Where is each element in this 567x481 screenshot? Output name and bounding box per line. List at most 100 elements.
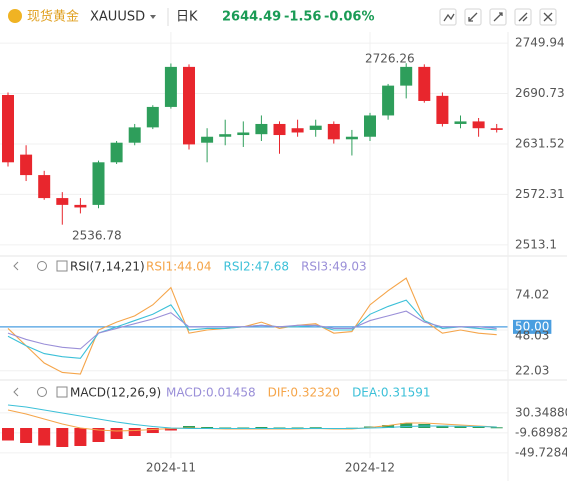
candle-body (291, 128, 304, 133)
y-tick-label: 50.00 (515, 319, 549, 333)
macd-bar (490, 427, 503, 429)
price: 2644.49 (222, 10, 281, 25)
candle-body (237, 132, 250, 136)
instrument-name[interactable]: 现货黄金 (27, 9, 79, 25)
legend-entry: DIF:0.32320 (268, 386, 340, 400)
x-tick-label: 2024-11 (146, 461, 196, 475)
tool-button[interactable] (514, 8, 532, 26)
y-tick-label: 2749.94 (515, 36, 565, 50)
legend-entry: DEA:0.31591 (352, 386, 431, 400)
candle-body (490, 128, 503, 130)
close-icon[interactable] (543, 12, 553, 22)
macd-bar (382, 425, 395, 428)
low-annotation: 2536.78 (72, 229, 122, 243)
macd-bar (201, 427, 214, 428)
y-tick-label: 2513.1 (515, 237, 557, 251)
settings-icon[interactable] (37, 387, 47, 397)
macd-bar (56, 428, 69, 447)
y-tick-label: 2631.52 (515, 136, 565, 150)
candle-body (20, 154, 33, 176)
y-tick-label: -9.68982 (515, 425, 567, 439)
macd-bar (20, 428, 33, 443)
legend-entry: RSI1:44.04 (146, 260, 212, 274)
rsi-header: RSI(7,14,21) (13, 260, 145, 274)
candle-body (146, 106, 159, 128)
y-tick-label: -49.72845 (515, 445, 567, 459)
macd-bar (183, 426, 195, 428)
candle-body (128, 127, 141, 143)
gold-icon (8, 9, 22, 23)
toggle-icon[interactable] (56, 260, 68, 272)
dropdown-arrow[interactable] (150, 15, 156, 19)
macd-bar (38, 428, 51, 446)
candle-body (382, 85, 395, 116)
legend-entry: RSI2:47.68 (224, 260, 290, 274)
candle-body (164, 66, 177, 107)
settings-icon[interactable] (37, 261, 47, 271)
candle-body (219, 134, 232, 137)
macd-bar (436, 425, 449, 428)
macd-bar (2, 428, 14, 441)
x-tick-label: 2024-12 (345, 461, 395, 475)
y-tick-label: 2690.73 (515, 86, 565, 100)
candle-body (400, 66, 413, 86)
candle-body (309, 125, 322, 130)
indicator-line (7, 277, 497, 375)
macd-bar (128, 428, 141, 436)
macd-bar (164, 428, 177, 431)
candle-body (2, 95, 14, 163)
candle-body (345, 136, 358, 140)
candle-body (110, 142, 123, 163)
indicator-title: RSI(7,14,21) (70, 260, 145, 274)
indicator-line (7, 310, 497, 350)
period[interactable]: 日K (176, 10, 198, 25)
candle-body (273, 123, 286, 136)
pen-icon[interactable] (468, 12, 478, 22)
candle-body (38, 175, 51, 199)
candle-body (364, 115, 376, 137)
macd-bar (255, 427, 268, 428)
candle-body (255, 123, 268, 135)
y-tick-label: 74.02 (515, 288, 549, 302)
y-tick-label: 22.03 (515, 363, 549, 377)
tool-button[interactable] (489, 8, 507, 26)
y-tick-label: 2572.31 (515, 187, 565, 201)
macd-bar (74, 428, 87, 446)
legend-entry: MACD:0.01458 (166, 386, 256, 400)
candle-body (201, 136, 214, 143)
candle-body (92, 162, 105, 205)
symbol[interactable]: XAUUSD (90, 10, 145, 25)
candle-body (327, 123, 340, 140)
collapse-icon[interactable] (13, 387, 19, 397)
collapse-icon[interactable] (13, 261, 19, 271)
tool-button[interactable] (439, 8, 457, 26)
tick-badge (513, 319, 552, 334)
expand-icon[interactable] (493, 12, 503, 22)
candle-body (418, 66, 431, 101)
indicator-line (7, 404, 497, 430)
candle-body (74, 204, 87, 208)
indicator-line (7, 299, 497, 359)
y-tick-label: 30.34880 (515, 405, 567, 419)
draw-icon[interactable] (443, 13, 455, 22)
macd-bar (110, 428, 123, 439)
tool-icon[interactable] (518, 12, 528, 22)
candle-body (472, 121, 485, 129)
candle-body (56, 198, 69, 205)
y-tick-label: 48.03 (515, 328, 549, 342)
change-pct: -0.06% (324, 10, 375, 25)
high-annotation: 2726.26 (365, 52, 415, 66)
indicator-title: MACD(12,26,9) (70, 386, 161, 400)
toggle-icon[interactable] (56, 386, 68, 398)
macd-bar (146, 428, 159, 433)
candle-body (183, 66, 195, 145)
macd-bar (454, 426, 467, 428)
tool-button[interactable] (464, 8, 482, 26)
macd-bar (92, 428, 105, 442)
macd-header: MACD(12,26,9) (13, 386, 161, 400)
candle-body (454, 121, 467, 124)
change: -1.56 (284, 10, 321, 25)
legend-entry: RSI3:49.03 (301, 260, 367, 274)
tool-button[interactable] (539, 8, 557, 26)
